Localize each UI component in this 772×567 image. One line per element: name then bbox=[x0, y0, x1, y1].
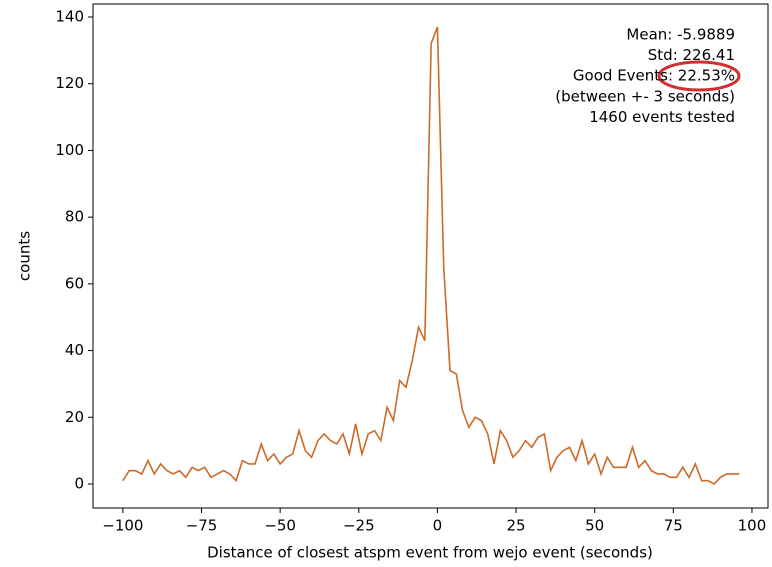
x-tick-label: −100 bbox=[102, 517, 143, 535]
x-axis-label: Distance of closest atspm event from wej… bbox=[207, 544, 653, 562]
highlight-circle bbox=[657, 60, 741, 92]
x-tick-label: −50 bbox=[264, 517, 296, 535]
y-tick-label: 80 bbox=[65, 208, 84, 226]
plot-frame bbox=[92, 3, 769, 509]
stats-annotation: Std: 226.41 bbox=[648, 46, 735, 64]
y-tick-label: 0 bbox=[74, 474, 84, 492]
x-tick-label: 0 bbox=[433, 517, 443, 535]
y-axis-label: counts bbox=[16, 231, 34, 281]
y-tick-label: 100 bbox=[55, 141, 84, 159]
y-tick-label: 60 bbox=[65, 274, 84, 292]
x-tick-label: −25 bbox=[343, 517, 375, 535]
y-tick-label: 140 bbox=[55, 8, 84, 26]
y-tick-label: 40 bbox=[65, 341, 84, 359]
stats-annotation: Mean: -5.9889 bbox=[626, 26, 735, 44]
stats-annotation: (between +- 3 seconds) bbox=[555, 87, 735, 105]
x-tick-label: 25 bbox=[507, 517, 526, 535]
data-line bbox=[122, 26, 740, 485]
y-tick-label: 120 bbox=[55, 74, 84, 92]
stats-annotation: Good Events: 22.53% bbox=[573, 67, 735, 85]
y-tick-label: 20 bbox=[65, 408, 84, 426]
x-tick-label: 50 bbox=[585, 517, 604, 535]
x-tick-label: −75 bbox=[186, 517, 218, 535]
x-tick-label: 75 bbox=[664, 517, 683, 535]
stats-annotation: 1460 events tested bbox=[589, 108, 735, 126]
x-tick-label: 100 bbox=[738, 517, 767, 535]
